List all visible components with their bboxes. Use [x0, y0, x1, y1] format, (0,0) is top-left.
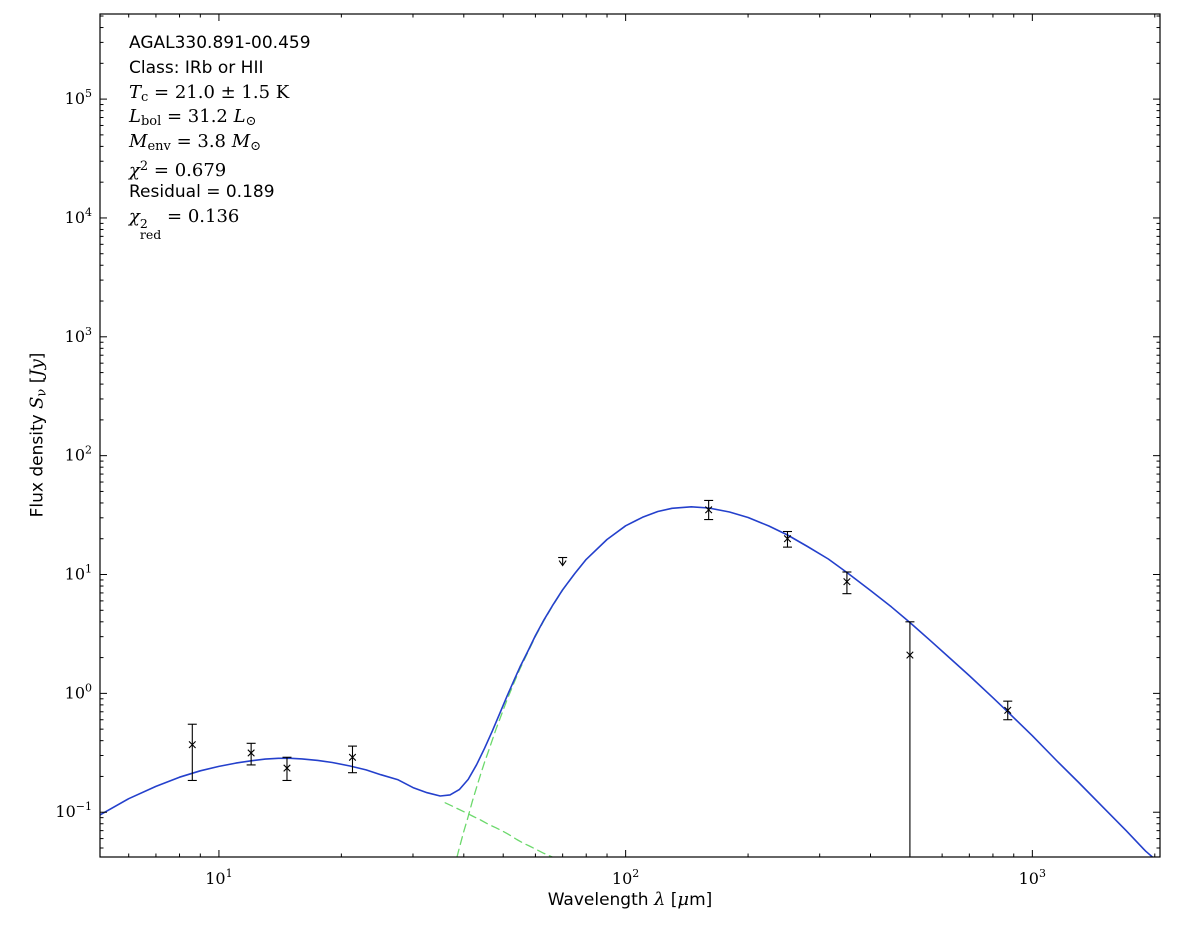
- cold-component-curve: [456, 558, 587, 857]
- annotation-line: χ2 = 0.679: [129, 155, 311, 181]
- text-segment: χ: [129, 159, 140, 181]
- y-tick-label: 102: [65, 444, 92, 465]
- annotation-line: AGAL330.891-00.459: [129, 31, 311, 56]
- data-point: [704, 499, 714, 521]
- text-segment: = 0.679: [148, 159, 227, 181]
- y-tick-label: 101: [65, 563, 92, 584]
- y-tick-label: 104: [65, 206, 92, 227]
- model-total-curve: [100, 506, 1154, 857]
- text-segment: m]: [689, 890, 713, 910]
- x-tick-label: 103: [1019, 867, 1046, 888]
- text-segment: Residual = 0.189: [129, 181, 275, 202]
- text-segment: T: [129, 81, 142, 103]
- text-segment: ]: [27, 352, 48, 360]
- tick-labels: 101 102 103 10−1 100 101 102 103 104 105: [55, 87, 1046, 888]
- data-point: [842, 571, 852, 595]
- annotation-line: Residual = 0.189: [129, 180, 311, 205]
- warm-component-curve: [444, 802, 554, 857]
- text-segment: = 21.0 ± 1.5 K: [148, 81, 290, 103]
- text-segment: μ: [677, 889, 690, 910]
- text-segment: c: [141, 89, 149, 105]
- data-point: [347, 745, 357, 774]
- x-axis-label: Wavelength λ [μm]: [100, 889, 1160, 910]
- y-tick-label: 10−1: [55, 800, 92, 821]
- plot-frame: [99, 13, 1161, 858]
- text-segment: Flux density: [27, 408, 48, 518]
- text-segment: ⊙: [250, 139, 262, 155]
- data-point: [282, 756, 292, 782]
- text-segment: bol: [140, 114, 162, 130]
- sup-sub-stack: 2 red: [139, 215, 162, 242]
- text-segment: [: [27, 376, 48, 389]
- model-curves: [100, 506, 1154, 857]
- annotation-line: Tc = 21.0 ± 1.5 K: [129, 81, 311, 106]
- annotation-line: χ 2 red = 0.136: [129, 205, 311, 241]
- text-segment: M: [129, 131, 148, 153]
- text-segment: L: [233, 106, 246, 128]
- text-segment: AGAL330.891-00.459: [129, 33, 311, 53]
- annotation-line: Menv = 3.8 M⊙: [129, 130, 311, 155]
- text-segment: M: [231, 131, 251, 153]
- text-segment: Wavelength: [547, 890, 654, 910]
- y-axis-label: Flux density Sν [Jy]: [27, 353, 50, 518]
- y-tick-label: 105: [65, 87, 92, 108]
- y-tick-label: 100: [65, 681, 92, 702]
- data-points: [187, 499, 1013, 856]
- text-segment: = 3.8: [170, 131, 232, 153]
- data-point: [187, 723, 197, 782]
- data-point: [558, 556, 568, 567]
- text-segment: ⊙: [245, 114, 257, 130]
- text-segment: ν: [34, 388, 50, 397]
- data-point: [782, 530, 792, 548]
- text-segment: 2: [139, 158, 149, 174]
- text-segment: = 31.2: [161, 106, 234, 128]
- annotation-block: AGAL330.891-00.459 Class: IRb or HII Tc = …: [129, 31, 311, 241]
- data-point: [905, 621, 915, 856]
- text-segment: S: [26, 396, 48, 409]
- annotation-line: Lbol = 31.2 L⊙: [129, 105, 311, 130]
- text-segment: = 0.136: [161, 205, 240, 227]
- text-segment: L: [129, 106, 141, 128]
- x-tick-label: 101: [205, 867, 232, 888]
- text-segment: [: [665, 890, 678, 910]
- annotation-line: Class: IRb or HII: [129, 56, 311, 81]
- text-segment: Class: IRb or HII: [129, 57, 264, 78]
- x-tick-label: 102: [612, 867, 639, 888]
- text-segment: env: [147, 139, 171, 155]
- text-segment: λ: [653, 889, 666, 910]
- y-tick-label: 103: [65, 325, 92, 346]
- text-segment: χ: [129, 205, 140, 227]
- data-point: [1003, 700, 1013, 721]
- text-segment: Jy: [26, 359, 48, 377]
- data-point: [246, 742, 256, 766]
